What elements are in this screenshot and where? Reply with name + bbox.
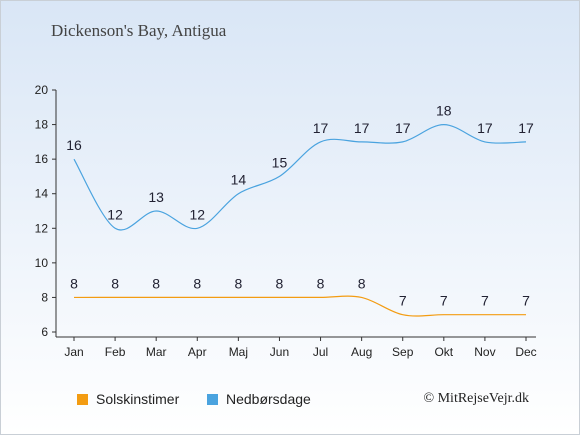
x-tick-label: Jun (270, 345, 289, 359)
y-tick-label: 20 (35, 83, 49, 97)
data-label-solskinstimer: 7 (522, 293, 530, 309)
y-tick-label: 16 (35, 152, 49, 166)
data-label-nedborsdage: 15 (272, 154, 288, 170)
legend-item-solskinstimer: Solskinstimer (77, 391, 179, 407)
y-tick-label: 14 (35, 187, 49, 201)
data-label-solskinstimer: 8 (111, 275, 119, 291)
data-label-solskinstimer: 8 (152, 275, 160, 291)
x-tick-label: Nov (474, 345, 495, 359)
data-label-nedborsdage: 17 (518, 120, 534, 136)
data-label-solskinstimer: 8 (317, 275, 325, 291)
x-tick-label: Mar (146, 345, 167, 359)
x-tick-label: Okt (434, 345, 453, 359)
chart-title: Dickenson's Bay, Antigua (51, 21, 227, 40)
data-label-nedborsdage: 18 (436, 103, 452, 119)
data-label-solskinstimer: 7 (399, 293, 407, 309)
x-tick-label: Jan (64, 345, 83, 359)
data-labels: 8 8 8 8 8 8 8 8 7 7 7 7 16 12 13 12 14 15 17 17 17 18 17 17 (66, 103, 534, 309)
data-label-nedborsdage: 17 (313, 120, 329, 136)
data-label-nedborsdage: 12 (189, 206, 205, 222)
data-label-solskinstimer: 8 (234, 275, 242, 291)
legend-label-solskinstimer: Solskinstimer (96, 391, 180, 407)
x-tick-label: Aug (351, 345, 372, 359)
y-tick-label: 8 (41, 290, 48, 304)
series-lines (73, 123, 527, 317)
legend-label-nedborsdage: Nedbørsdage (226, 391, 311, 407)
y-tick-label: 18 (35, 118, 49, 132)
data-label-nedborsdage: 16 (66, 137, 82, 153)
data-label-nedborsdage: 17 (395, 120, 411, 136)
legend-swatch-solskinstimer (77, 393, 88, 405)
data-label-nedborsdage: 14 (231, 172, 247, 188)
data-label-solskinstimer: 8 (276, 275, 284, 291)
data-label-nedborsdage: 17 (354, 120, 370, 136)
x-tick-label: Sep (392, 345, 414, 359)
y-tick-label: 12 (35, 221, 49, 235)
x-tick-label: Feb (105, 345, 126, 359)
x-tick-label: Maj (229, 345, 248, 359)
x-tick-label: Apr (188, 345, 207, 359)
data-label-nedborsdage: 13 (148, 189, 164, 205)
x-tick-label: Dec (515, 345, 536, 359)
credit-text: © MitRejseVejr.dk (423, 391, 529, 406)
legend-item-nedborsdage: Nedbørsdage (207, 391, 311, 407)
data-label-solskinstimer: 8 (193, 275, 201, 291)
x-tick-label: Jul (313, 345, 328, 359)
series-line-nedborsdage (73, 123, 527, 231)
data-label-solskinstimer: 8 (70, 275, 78, 291)
data-label-nedborsdage: 17 (477, 120, 493, 136)
y-tick-label: 10 (35, 256, 49, 270)
series-line-solskinstimer (73, 295, 526, 317)
data-label-solskinstimer: 7 (481, 293, 489, 309)
data-label-nedborsdage: 12 (107, 206, 123, 222)
legend-swatch-nedborsdage (207, 393, 218, 405)
data-label-solskinstimer: 7 (440, 293, 448, 309)
axes: 6 8 10 12 14 16 18 20 Jan Feb Mar Apr Maj Jun Jul Aug Se… (35, 83, 537, 359)
y-tick-label: 6 (41, 325, 48, 339)
data-label-solskinstimer: 8 (358, 275, 366, 291)
